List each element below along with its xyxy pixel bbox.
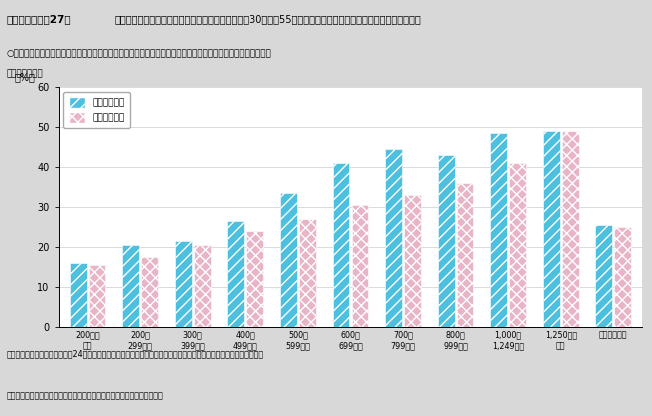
Bar <box>89 265 106 327</box>
Bar <box>228 221 244 327</box>
Bar <box>404 195 421 327</box>
Bar <box>246 231 263 327</box>
Bar <box>437 155 454 327</box>
Text: 年収階級、転職希望の有無別自己啓発実施割合（30歳以上55歳未満、役員又は正規の職員・従業員、男女計）: 年収階級、転職希望の有無別自己啓発実施割合（30歳以上55歳未満、役員又は正規の… <box>114 15 421 25</box>
Bar <box>456 183 473 327</box>
Bar <box>194 245 211 327</box>
Bar <box>141 257 158 327</box>
Bar <box>614 227 631 327</box>
Bar <box>175 241 192 327</box>
Bar <box>280 193 297 327</box>
Bar <box>562 131 578 327</box>
Bar <box>333 163 349 327</box>
Bar <box>299 219 316 327</box>
Legend: 転職希望あり, 転職希望なし: 転職希望あり, 転職希望なし <box>63 92 130 128</box>
Bar <box>123 245 139 327</box>
Bar <box>509 163 526 327</box>
Bar <box>490 133 507 327</box>
Bar <box>351 205 368 327</box>
Bar <box>70 263 87 327</box>
Bar <box>595 225 612 327</box>
Bar <box>385 149 402 327</box>
Text: ○　年収水準が高い層ほど自己啓発の実施割合は高く、転職希望がある者の方がない者よりも自己啓発の実施割: ○ 年収水準が高い層ほど自己啓発の実施割合は高く、転職希望がある者の方がない者よ… <box>7 50 271 59</box>
Text: （注）　調査時点から過去１年間に何らかの自己啓発を行った者の割合。: （注） 調査時点から過去１年間に何らかの自己啓発を行った者の割合。 <box>7 391 163 400</box>
Text: 合が高い。: 合が高い。 <box>7 69 43 78</box>
Text: 資料出所　総務省統計局「平成24年就業構造基本調査」の調査票情報を厚生労働省労働政策担当参事官室にて独自集計: 資料出所 総務省統計局「平成24年就業構造基本調査」の調査票情報を厚生労働省労働… <box>7 349 263 359</box>
Text: 第３－（１）－27図: 第３－（１）－27図 <box>7 15 71 25</box>
Bar <box>543 131 559 327</box>
Text: （%）: （%） <box>15 72 36 82</box>
